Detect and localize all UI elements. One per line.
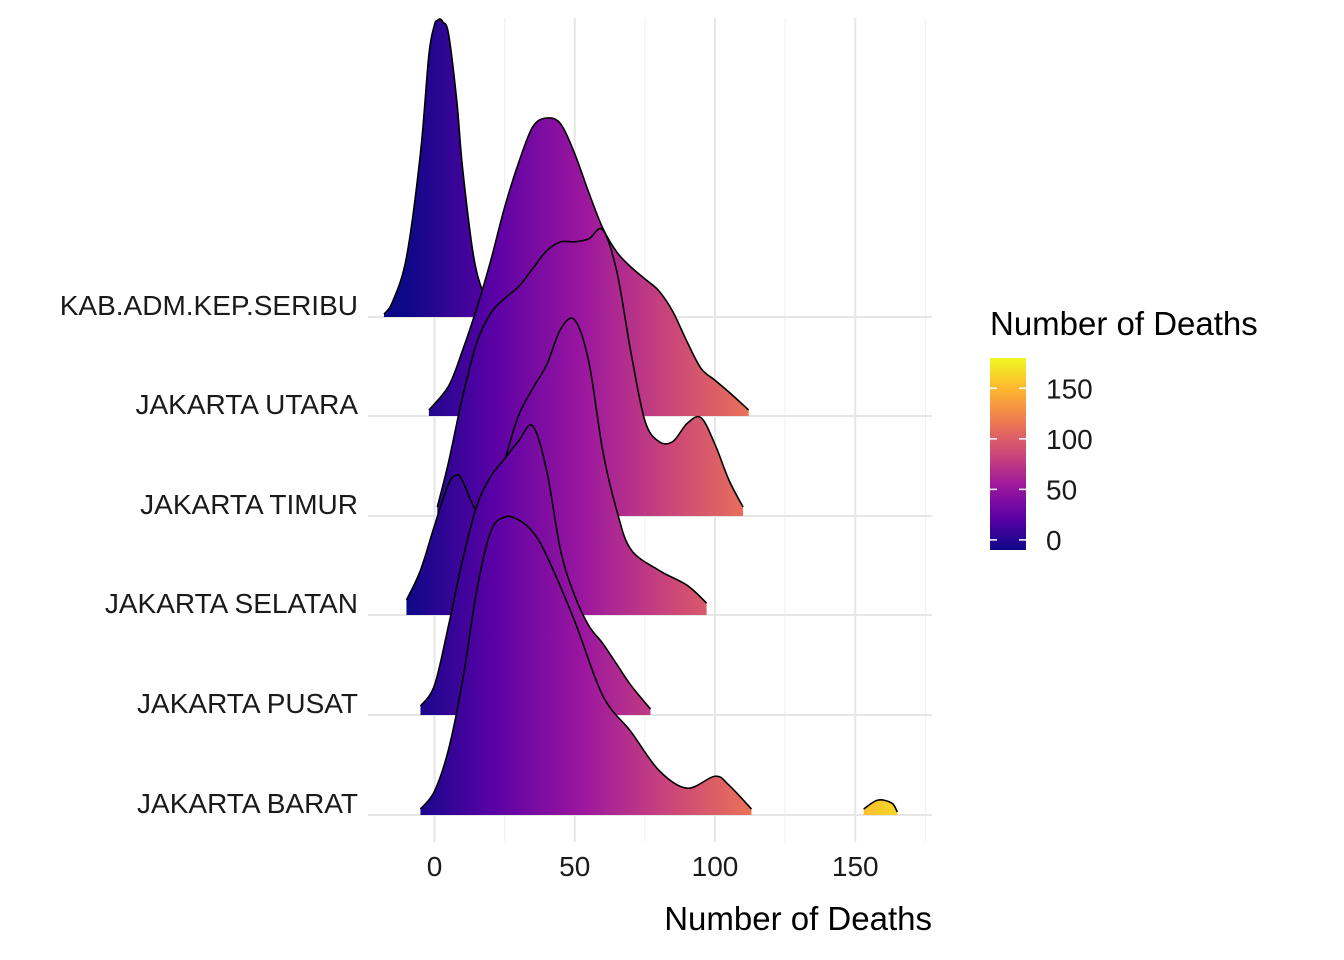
color-legend: Number of Deaths 0 50 100 150 <box>990 305 1258 556</box>
legend-title: Number of Deaths <box>990 305 1258 342</box>
ridge-outline <box>428 117 750 411</box>
ridge-outline <box>419 424 652 710</box>
row-label: JAKARTA UTARA <box>136 389 359 420</box>
ridge-outline <box>383 18 500 315</box>
x-tick-label: 0 <box>427 851 443 882</box>
legend-colorbar <box>990 358 1026 550</box>
legend-tick-label: 0 <box>1046 525 1062 556</box>
ridge-fill <box>384 18 500 317</box>
ridge-fill <box>863 799 898 815</box>
row-label: KAB.ADM.KEP.SERIBU <box>60 290 358 321</box>
row-labels: KAB.ADM.KEP.SERIBU JAKARTA UTARA JAKARTA T… <box>60 290 359 819</box>
legend-tick-label: 50 <box>1046 474 1077 505</box>
legend-tick-label: 150 <box>1046 373 1093 404</box>
row-label: JAKARTA BARAT <box>137 788 358 819</box>
row-label: JAKARTA PUSAT <box>137 688 358 719</box>
ridges <box>383 18 899 815</box>
x-tick-label: 100 <box>692 851 739 882</box>
row-label: JAKARTA SELATAN <box>105 588 358 619</box>
x-axis: 0 50 100 150 <box>427 851 879 882</box>
x-tick-label: 150 <box>832 851 879 882</box>
x-tick-label: 50 <box>559 851 590 882</box>
row-label: JAKARTA TIMUR <box>140 489 358 520</box>
ridge-outline <box>405 317 708 604</box>
x-axis-title: Number of Deaths <box>664 900 932 937</box>
ridge-outline <box>436 227 744 508</box>
ridge-outline <box>419 515 753 810</box>
ridge-fill <box>420 516 752 815</box>
legend-tick-label: 100 <box>1046 424 1093 455</box>
ridge-outline <box>863 799 899 813</box>
